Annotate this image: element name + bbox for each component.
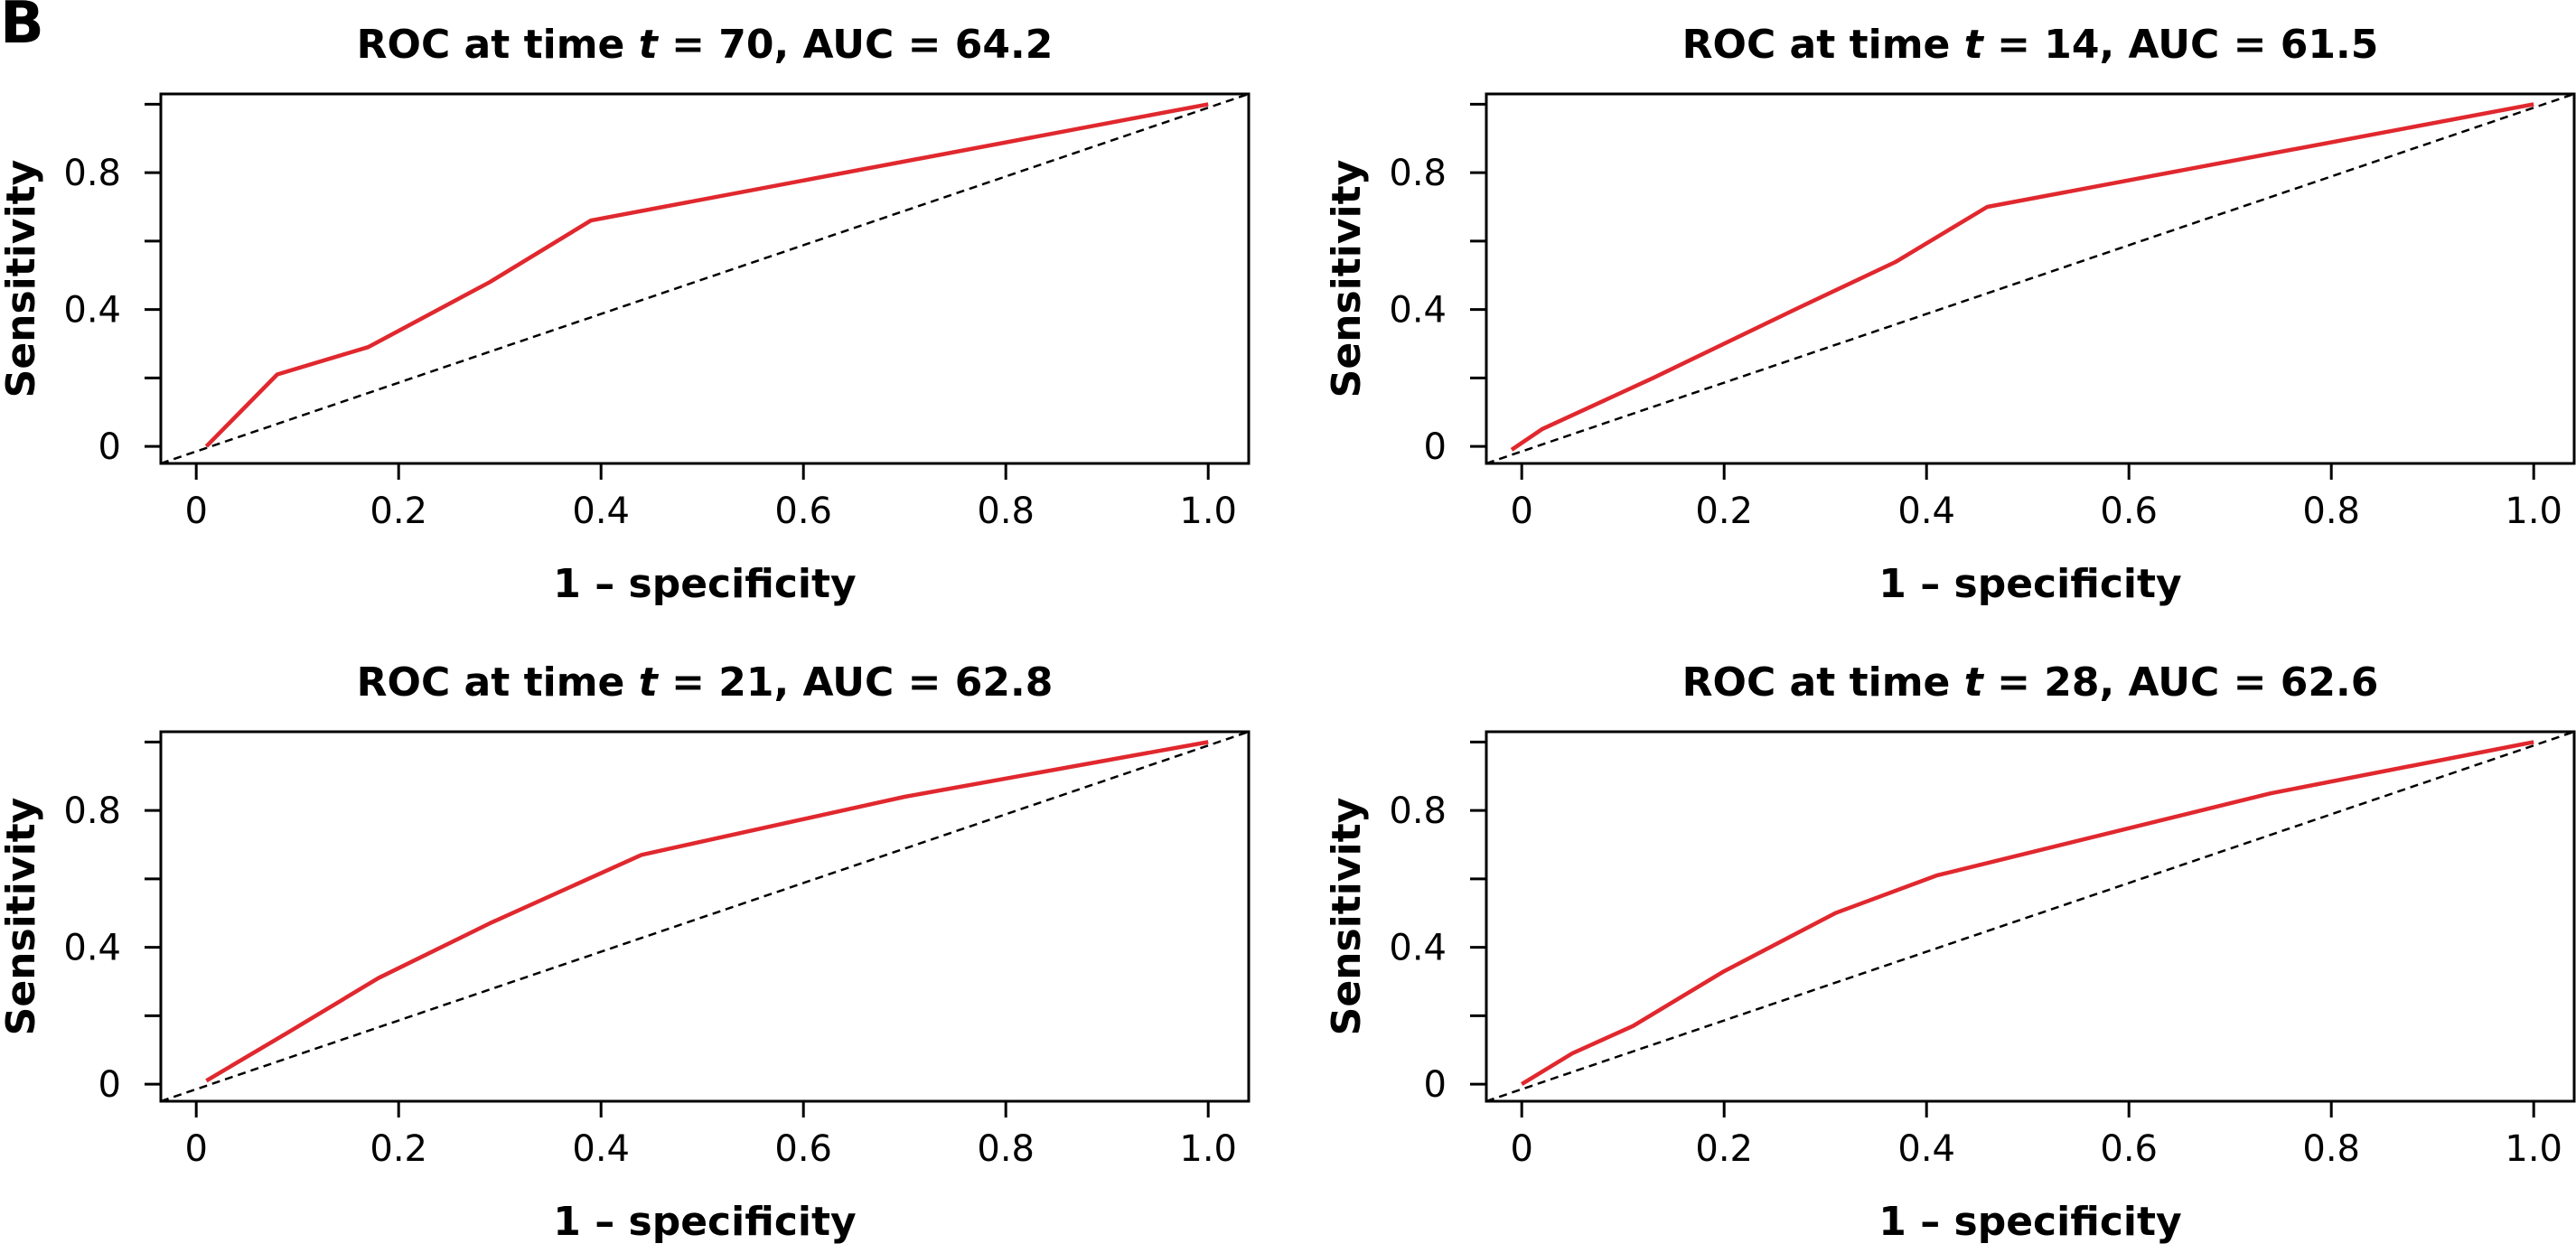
x-tick-label: 0 (1510, 491, 1532, 532)
roc-curve-line (1510, 102, 2534, 452)
roc-panel-1: ROC at time t = 70, AUC = 64.2 0 0.2 0.4 0.6… (0, 22, 1251, 607)
x-tick-label: 0.2 (1695, 1128, 1753, 1170)
chart-title-prefix: ROC at time (357, 22, 639, 68)
x-tick-label: 0.2 (1695, 491, 1753, 532)
plot-frame (1485, 92, 2576, 465)
chart-title-suffix: = 70, AUC = 64.2 (658, 22, 1054, 68)
y-tick-label: 0.4 (63, 928, 121, 969)
x-axis-label: 1 – specificity (553, 561, 856, 607)
chart-title: ROC at time t = 28, AUC = 62.6 (1682, 659, 2379, 706)
x-tick-label: 0.4 (572, 1128, 630, 1170)
chart-title-variable: t (639, 659, 660, 706)
chart-title-suffix: = 28, AUC = 62.6 (1983, 659, 2379, 706)
x-tick-label: 0 (184, 1128, 207, 1170)
plot-frame (1485, 730, 2576, 1103)
y-tick-label: 0.8 (1389, 790, 1447, 832)
chart-title: ROC at time t = 14, AUC = 61.5 (1682, 22, 2379, 68)
x-tick-label: 0.6 (2100, 491, 2158, 532)
y-tick-label: 0.4 (1389, 928, 1447, 969)
plot-frame (159, 730, 1251, 1103)
x-tick-label: 0.4 (572, 491, 630, 532)
y-tick-label: 0.8 (1389, 153, 1447, 194)
x-tick-label: 0.6 (774, 1128, 832, 1170)
x-tick-label: 0.6 (774, 491, 832, 532)
chart-title-prefix: ROC at time (1682, 22, 1964, 68)
reference-diagonal-line (1485, 92, 2575, 465)
roc-curve-line (204, 102, 1209, 448)
y-tick-label: 0.8 (63, 790, 121, 832)
x-tick-label: 0 (184, 491, 207, 532)
y-tick-label: 0.8 (63, 153, 121, 194)
y-tick-label: 0 (98, 1064, 121, 1106)
chart-title-variable: t (1964, 22, 1985, 68)
x-axis-label: 1 – specificity (553, 1199, 856, 1245)
x-tick-label: 0.8 (2302, 1128, 2360, 1170)
x-tick-label: 1.0 (2505, 1128, 2562, 1170)
y-tick-label: 0.4 (63, 290, 121, 332)
chart-title-suffix: = 21, AUC = 62.8 (658, 659, 1054, 706)
roc-panel-4: ROC at time t = 28, AUC = 62.6 0 0.2 0.4 0.6… (1324, 659, 2576, 1245)
x-tick-label: 0.2 (370, 491, 427, 532)
chart-title: ROC at time t = 70, AUC = 64.2 (357, 22, 1054, 68)
y-axis-label: Sensitivity (0, 798, 44, 1036)
panel-letter: B (0, 0, 44, 57)
reference-diagonal-line (160, 730, 1250, 1103)
roc-panel-2: ROC at time t = 14, AUC = 61.5 0 0.2 0.4 0.6… (1324, 22, 2576, 607)
x-tick-label: 0.8 (977, 491, 1035, 532)
y-tick-label: 0 (1424, 426, 1447, 468)
chart-title-prefix: ROC at time (1682, 659, 1964, 706)
x-tick-label: 0.8 (2302, 491, 2360, 532)
y-axis-label: Sensitivity (1324, 160, 1370, 398)
roc-panel-3: ROC at time t = 21, AUC = 62.8 0 0.2 0.4 0.6… (0, 659, 1251, 1245)
y-axis-label: Sensitivity (1324, 798, 1370, 1036)
y-tick-label: 0.4 (1389, 290, 1447, 332)
x-tick-label: 1.0 (2505, 491, 2562, 532)
chart-title: ROC at time t = 21, AUC = 62.8 (357, 659, 1054, 706)
y-tick-label: 0 (1424, 1064, 1447, 1106)
y-axis-label: Sensitivity (0, 160, 44, 398)
reference-diagonal-line (160, 92, 1250, 465)
x-tick-label: 1.0 (1179, 491, 1237, 532)
x-tick-label: 0 (1510, 1128, 1532, 1170)
x-tick-label: 0.4 (1897, 491, 1955, 532)
roc-curve-line (1521, 740, 2534, 1087)
reference-diagonal-line (1485, 730, 2575, 1103)
chart-title-prefix: ROC at time (357, 659, 639, 706)
y-tick-label: 0 (98, 426, 121, 468)
x-tick-label: 1.0 (1179, 1128, 1237, 1170)
chart-title-suffix: = 14, AUC = 61.5 (1983, 22, 2379, 68)
plot-frame (159, 92, 1251, 465)
roc-curve-line (205, 740, 1209, 1083)
x-tick-label: 0.2 (370, 1128, 427, 1170)
x-axis-label: 1 – specificity (1878, 1199, 2181, 1245)
chart-title-variable: t (1964, 659, 1985, 706)
x-tick-label: 0.4 (1897, 1128, 1955, 1170)
x-tick-label: 0.6 (2100, 1128, 2158, 1170)
x-tick-label: 0.8 (977, 1128, 1035, 1170)
chart-title-variable: t (639, 22, 660, 68)
x-axis-label: 1 – specificity (1878, 561, 2181, 607)
